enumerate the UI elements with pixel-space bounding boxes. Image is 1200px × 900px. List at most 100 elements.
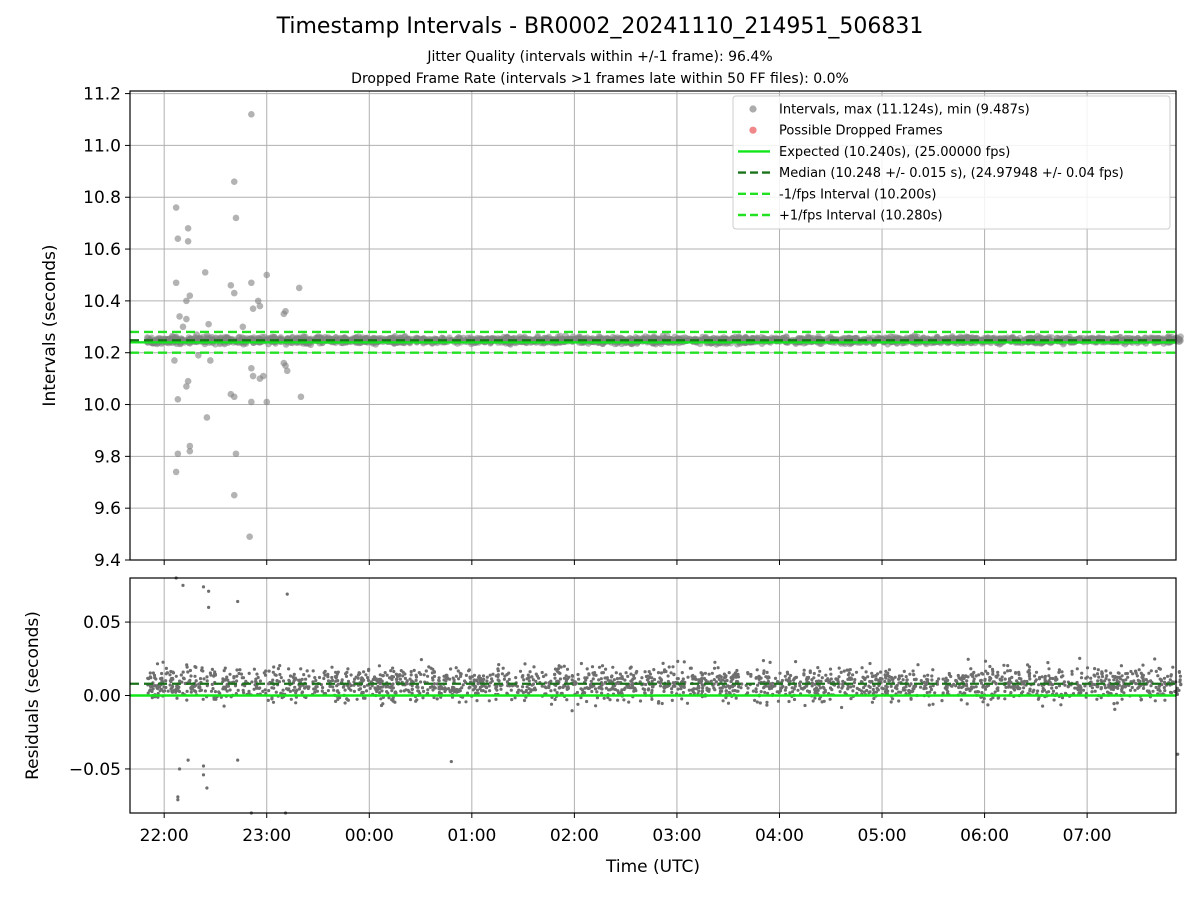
- residual-point: [875, 687, 880, 691]
- residual-point: [964, 674, 968, 678]
- residual-point: [311, 680, 315, 684]
- interval-point: [227, 282, 235, 289]
- residual-point: [433, 686, 437, 690]
- residual-point: [222, 669, 226, 673]
- residual-point: [241, 676, 246, 680]
- residual-point: [385, 673, 389, 677]
- residual-point: [1176, 752, 1180, 756]
- residual-point: [457, 700, 461, 704]
- residual-point: [247, 689, 251, 693]
- residual-point: [185, 698, 189, 702]
- residual-point: [564, 679, 568, 684]
- residual-point: [736, 675, 741, 679]
- residual-point: [685, 701, 690, 705]
- residual-point: [218, 691, 222, 695]
- residual-point: [570, 674, 574, 678]
- interval-point: [232, 214, 240, 222]
- residual-point: [366, 678, 370, 683]
- residual-point: [778, 671, 782, 675]
- residual-point: [364, 673, 368, 677]
- residual-point: [499, 687, 503, 691]
- residual-point: [190, 687, 194, 691]
- residual-point: [670, 690, 674, 695]
- residual-point: [381, 674, 385, 678]
- residual-point: [813, 688, 817, 692]
- interval-point: [176, 313, 183, 320]
- interval-point: [236, 333, 243, 341]
- residual-point: [670, 687, 674, 691]
- residual-point: [905, 678, 909, 682]
- residual-point: [1047, 674, 1051, 678]
- residual-point: [449, 667, 453, 671]
- residual-point: [768, 682, 773, 686]
- residual-point: [976, 690, 980, 694]
- chart-subtitle-jitter: Jitter Quality (intervals within +/-1 fr…: [427, 49, 773, 65]
- residual-point: [848, 676, 852, 680]
- residual-point: [401, 670, 405, 674]
- residual-point: [366, 676, 370, 680]
- residual-point: [788, 691, 792, 695]
- residual-point: [496, 678, 500, 682]
- residual-point: [390, 677, 394, 682]
- residual-point: [901, 688, 905, 692]
- residual-point: [672, 682, 676, 687]
- residual-point: [448, 677, 452, 681]
- residual-point: [601, 671, 606, 675]
- interval-point: [186, 447, 194, 455]
- residual-point: [909, 697, 913, 701]
- residual-point: [647, 687, 651, 691]
- residual-point: [727, 690, 731, 695]
- residual-point: [1008, 669, 1012, 673]
- residual-point: [633, 686, 637, 690]
- residual-point: [828, 667, 833, 671]
- residual-point: [1125, 671, 1129, 676]
- residual-point: [1050, 683, 1055, 687]
- residual-point: [828, 697, 832, 701]
- residual-point: [595, 696, 600, 700]
- bottom-xtick-label: 05:00: [858, 826, 907, 846]
- residual-point: [236, 688, 240, 693]
- residual-point: [941, 677, 945, 681]
- residual-point: [553, 697, 557, 702]
- bottom-xtick-label: 23:00: [242, 826, 291, 846]
- interval-point: [572, 336, 580, 343]
- residual-point: [233, 684, 238, 688]
- residual-point: [1105, 674, 1109, 678]
- residual-point: [334, 699, 338, 704]
- residual-point: [1163, 698, 1167, 702]
- residual-point: [994, 682, 998, 686]
- top-ylabel: Intervals (seconds): [40, 244, 60, 406]
- residual-point: [559, 665, 563, 669]
- residual-point: [783, 688, 788, 692]
- residual-point: [1010, 675, 1014, 680]
- residual-point: [580, 688, 585, 692]
- residual-point: [764, 684, 768, 688]
- residual-point: [464, 673, 468, 678]
- residual-point: [437, 679, 441, 683]
- residual-point: [955, 680, 959, 684]
- interval-point: [256, 302, 264, 310]
- residual-point: [181, 670, 185, 674]
- residual-point: [252, 667, 256, 671]
- residual-point: [828, 686, 833, 690]
- residual-point: [680, 671, 684, 675]
- residual-point: [996, 670, 1000, 675]
- residual-point: [714, 680, 719, 684]
- residual-point: [390, 698, 394, 702]
- residual-point: [432, 682, 436, 686]
- top-ytick-label: 11.0: [83, 136, 121, 156]
- residual-point: [521, 685, 525, 689]
- residual-point: [464, 700, 468, 704]
- residual-point: [1047, 690, 1051, 694]
- residual-point: [616, 698, 620, 702]
- residual-point: [1009, 691, 1013, 695]
- residual-point: [1111, 674, 1115, 679]
- residual-point: [659, 677, 663, 682]
- residual-point: [590, 689, 594, 694]
- residual-point: [1130, 685, 1134, 690]
- residual-point: [567, 675, 571, 679]
- residual-point: [1083, 684, 1087, 688]
- residual-point: [1000, 675, 1004, 679]
- residual-point: [176, 798, 180, 802]
- interval-point: [230, 289, 238, 297]
